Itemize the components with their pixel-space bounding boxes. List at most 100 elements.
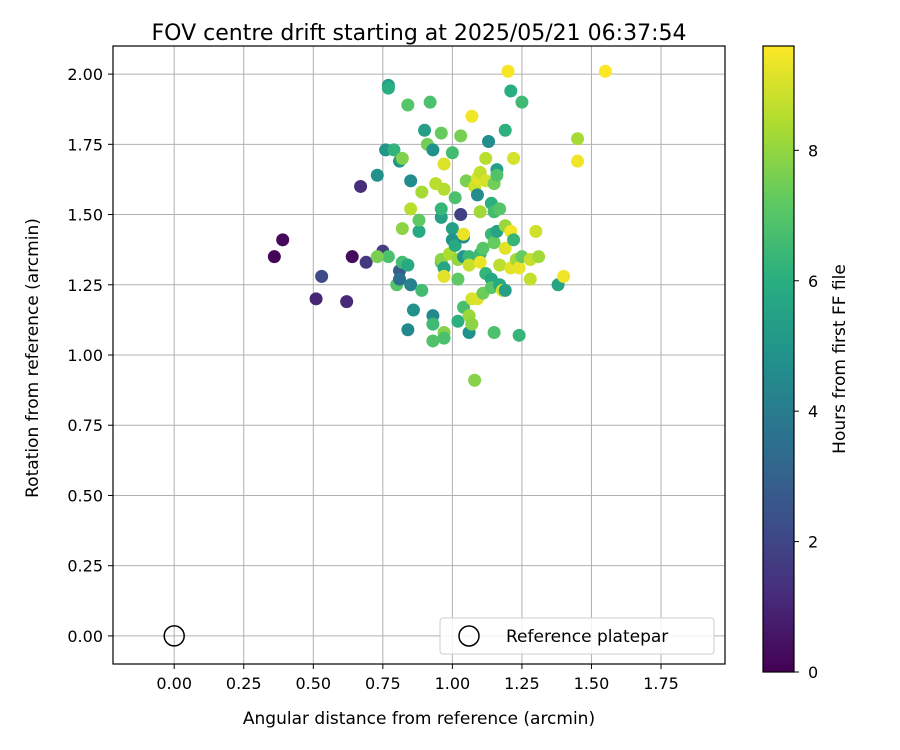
y-tick-label: 0.50 [67, 486, 103, 505]
colorbar-gradient [763, 46, 794, 672]
data-point [267, 250, 281, 264]
colorbar-tick-label: 6 [808, 272, 818, 291]
data-point [381, 250, 395, 264]
x-tick-label: 0.25 [226, 674, 262, 693]
data-point [404, 202, 418, 216]
reference-marker [163, 625, 185, 647]
colorbar-ticks: 0 2 4 6 8 [794, 141, 818, 682]
data-point [451, 314, 465, 328]
data-point [451, 272, 465, 286]
data-point [437, 269, 451, 283]
data-point [498, 241, 512, 255]
data-point [437, 182, 451, 196]
data-point [468, 373, 482, 387]
x-tick-label: 1.75 [643, 674, 679, 693]
data-point [426, 334, 440, 348]
data-point [434, 202, 448, 216]
data-point [415, 185, 429, 199]
data-point [437, 331, 451, 345]
data-point [395, 151, 409, 165]
data-point [276, 233, 290, 247]
y-tick-label: 1.25 [67, 276, 103, 295]
data-point [465, 317, 479, 331]
y-tick-label: 1.50 [67, 206, 103, 225]
data-point [476, 241, 490, 255]
data-point [340, 295, 354, 309]
data-point [470, 188, 484, 202]
data-point [529, 224, 543, 238]
x-tick-label: 1.00 [435, 674, 471, 693]
data-point [523, 272, 537, 286]
data-point [404, 278, 418, 292]
y-tick-label: 0.25 [67, 557, 103, 576]
legend-box [439, 617, 715, 655]
y-axis-label: Rotation from reference (arcmin) [23, 218, 43, 498]
data-point [465, 109, 479, 123]
data-point [401, 323, 415, 337]
y-tick-label: 1.00 [67, 346, 103, 365]
data-point [448, 191, 462, 205]
data-point [557, 269, 571, 283]
data-point [426, 143, 440, 157]
x-tick-label: 1.50 [574, 674, 610, 693]
data-point [354, 179, 368, 193]
data-point [412, 224, 426, 238]
data-points [267, 64, 612, 387]
x-tick-label: 0.75 [365, 674, 401, 693]
data-point [454, 129, 468, 143]
data-point [501, 64, 515, 78]
data-point [401, 258, 415, 272]
data-point [457, 227, 471, 241]
y-tick-label: 1.75 [67, 135, 103, 154]
data-point [434, 126, 448, 140]
data-point [395, 222, 409, 236]
x-tick-label: 0.50 [295, 674, 331, 693]
colorbar-tick-label: 4 [808, 402, 818, 421]
data-point [507, 233, 521, 247]
y-tick-label: 0.75 [67, 416, 103, 435]
data-point [315, 269, 329, 283]
x-tick-label: 0.00 [156, 674, 192, 693]
data-point [370, 168, 384, 182]
y-axis-ticks: 0.00 0.25 0.50 0.75 1.00 1.25 1.50 1.75 2.00 [67, 65, 113, 646]
data-point [487, 326, 501, 340]
data-point [598, 64, 612, 78]
data-point [532, 250, 546, 264]
data-point [393, 272, 407, 286]
x-tick-label: 1.25 [504, 674, 540, 693]
plot-area: 0.00 0.25 0.50 0.75 1.00 1.25 1.50 1.75 0.00 0.2… [67, 45, 726, 693]
colorbar-tick-label: 2 [808, 533, 818, 552]
y-tick-label: 2.00 [67, 65, 103, 84]
colorbar-tick-label: 0 [808, 663, 818, 682]
data-point [571, 132, 585, 146]
x-axis-label: Angular distance from reference (arcmin) [243, 709, 595, 729]
data-point [448, 238, 462, 252]
data-point [370, 250, 384, 264]
data-point [454, 208, 468, 222]
data-point [445, 222, 459, 236]
legend-label: Reference platepar [506, 627, 668, 647]
data-point [406, 303, 420, 317]
data-point [404, 174, 418, 188]
data-point [512, 261, 526, 275]
data-point [507, 151, 521, 165]
reference-platepar-point [163, 625, 185, 647]
data-point [359, 255, 373, 269]
data-point [571, 154, 585, 168]
data-point [462, 258, 476, 272]
data-point [504, 84, 518, 98]
chart-title: FOV centre drift starting at 2025/05/21 … [152, 21, 687, 46]
colorbar-tick-label: 8 [808, 141, 818, 160]
x-axis-ticks: 0.00 0.25 0.50 0.75 1.00 1.25 1.50 1.75 [156, 664, 679, 693]
y-tick-label: 0.00 [67, 627, 103, 646]
data-point [309, 292, 323, 306]
data-point [387, 143, 401, 157]
data-point [423, 95, 437, 109]
colorbar: 0 2 4 6 8 Hours from first FF file [762, 45, 850, 682]
data-point [401, 98, 415, 112]
data-point [418, 123, 432, 137]
data-point [345, 250, 359, 264]
data-point [493, 202, 507, 216]
legend: Reference platepar [439, 617, 715, 655]
